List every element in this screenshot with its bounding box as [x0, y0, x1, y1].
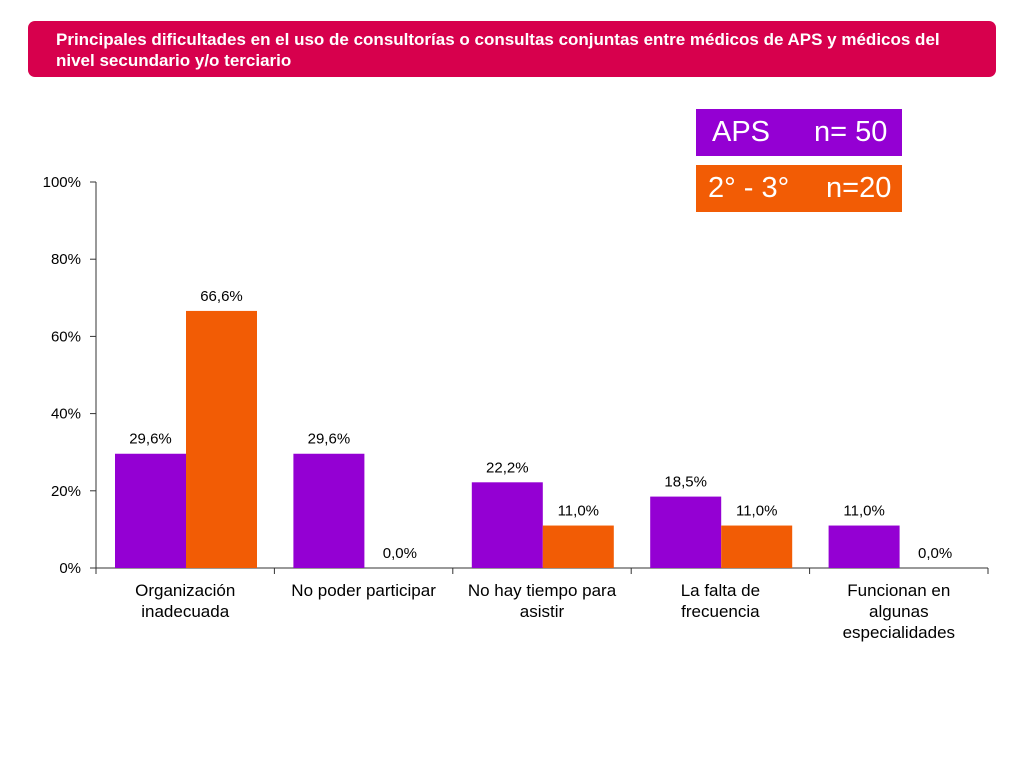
- category-label: Funcionan en algunas especialidades: [843, 581, 955, 642]
- category-label: La falta de frecuencia: [681, 581, 760, 621]
- data-label: 29,6%: [129, 431, 172, 448]
- data-label: 11,0%: [843, 503, 884, 520]
- y-tick-label: 0%: [59, 560, 81, 577]
- data-label: 22,2%: [486, 459, 529, 476]
- legend-secondary-n: n=20: [826, 172, 892, 204]
- legend-secondary-label: 2° - 3°: [708, 172, 790, 204]
- data-label: 11,0%: [736, 503, 777, 520]
- data-label: 29,6%: [308, 431, 351, 448]
- chart-title: Principales dificultades en el uso de co…: [56, 30, 940, 70]
- data-label: 0,0%: [918, 545, 952, 562]
- y-tick-label: 40%: [51, 406, 81, 423]
- y-tick-label: 80%: [51, 251, 81, 268]
- bar-aps: [828, 525, 900, 568]
- bar-secondary: [721, 525, 793, 568]
- bar-aps: [115, 453, 186, 568]
- bar-aps: [650, 496, 722, 568]
- category-label: Organización inadecuada: [135, 581, 235, 621]
- legend-aps-n: n= 50: [814, 116, 888, 148]
- data-label: 18,5%: [664, 474, 707, 491]
- chart-title-banner: Principales dificultades en el uso de co…: [28, 21, 996, 77]
- category-label: No hay tiempo para asistir: [468, 581, 617, 621]
- bar-aps: [471, 482, 543, 568]
- legend-aps: APS n= 50: [696, 109, 902, 156]
- y-tick-label: 100%: [43, 174, 81, 191]
- bar-aps: [293, 453, 365, 568]
- data-label: 66,6%: [200, 288, 243, 305]
- y-tick-label: 20%: [51, 483, 81, 500]
- category-label: No poder participar: [291, 581, 436, 600]
- data-label: 0,0%: [383, 545, 417, 562]
- bar-secondary: [542, 525, 614, 568]
- y-tick-label: 60%: [51, 328, 81, 345]
- legend-secondary: 2° - 3° n=20: [696, 165, 902, 212]
- data-label: 11,0%: [558, 503, 599, 520]
- legend-aps-label: APS: [712, 116, 771, 148]
- bar-secondary: [186, 310, 257, 568]
